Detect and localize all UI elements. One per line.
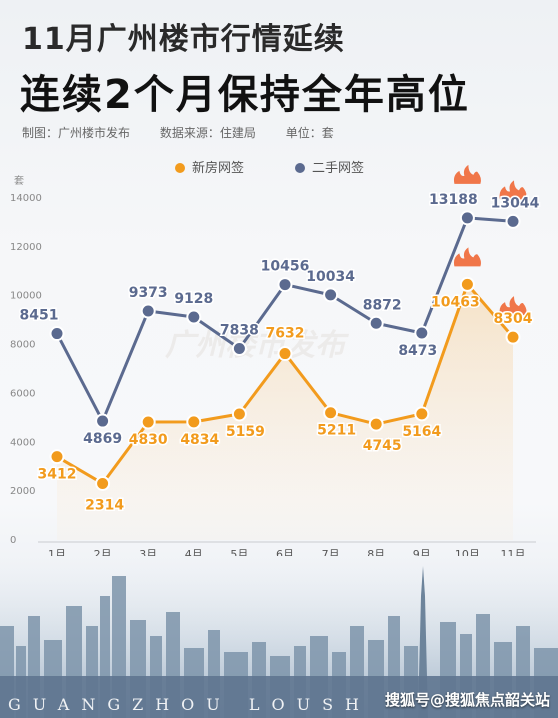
- legend-marker: [175, 163, 185, 173]
- data-label-new-house: 4830: [129, 432, 168, 448]
- source-label: 数据来源：住建局: [159, 126, 256, 140]
- data-label-new-house: 8304: [494, 311, 533, 327]
- y-tick-label: 14000: [10, 193, 42, 204]
- x-tick-label: 6月: [276, 548, 294, 556]
- city-skyline-image: [0, 556, 558, 718]
- data-label-new-house: 7632: [266, 326, 305, 342]
- meta-row: 制图：广州楼市发布 数据来源：住建局 单位：套: [22, 124, 360, 141]
- data-point-second-hand: [186, 309, 202, 325]
- data-label-second-hand: 8872: [363, 297, 402, 313]
- y-axis-unit: 套: [14, 174, 24, 187]
- data-label-new-house: 2314: [85, 497, 124, 513]
- data-label-new-house: 5164: [402, 424, 441, 440]
- x-tick-label: 11月: [501, 548, 526, 556]
- headline-line-2: 连续2个月保持全年高位: [20, 72, 470, 118]
- data-label-new-house: 4834: [180, 432, 219, 448]
- x-tick-label: 3月: [139, 548, 157, 556]
- legend-marker: [295, 163, 305, 173]
- data-point-new-house: [277, 346, 293, 362]
- x-tick-label: 9月: [413, 548, 431, 556]
- y-tick-label: 12000: [10, 242, 42, 253]
- flame-icon: [499, 296, 527, 316]
- data-label-second-hand: 13188: [429, 192, 478, 208]
- flame-icon: [499, 180, 527, 200]
- data-point-new-house: [414, 406, 430, 422]
- legend-label: 二手网签: [312, 160, 364, 176]
- x-tick-label: 5月: [230, 548, 248, 556]
- data-point-second-hand: [140, 303, 156, 319]
- x-tick-label: 2月: [94, 548, 112, 556]
- x-tick-label: 1月: [48, 548, 66, 556]
- data-label-new-house: 5211: [317, 423, 356, 439]
- data-point-new-house: [140, 414, 156, 430]
- data-point-new-house: [186, 414, 202, 430]
- data-label-second-hand: 8451: [20, 308, 59, 324]
- data-label-second-hand: 9373: [129, 285, 168, 301]
- x-tick-label: 4月: [185, 548, 203, 556]
- y-tick-label: 10000: [10, 291, 42, 302]
- sohu-watermark: 搜狐号@搜狐焦点韶关站: [384, 691, 550, 709]
- y-tick-label: 8000: [10, 340, 35, 351]
- y-tick-label: 2000: [10, 486, 35, 497]
- data-point-second-hand: [414, 325, 430, 341]
- headline-line-1: 11月广州楼市行情延续: [22, 22, 345, 57]
- line-chart: 广州楼市发布 套 0 2000 4000 6000 8000 10000 12000 14000…: [10, 160, 541, 556]
- flame-icon: [453, 247, 481, 267]
- data-label-new-house: 10463: [431, 294, 480, 310]
- data-label-new-house: 5159: [226, 424, 265, 440]
- x-tick-label: 7月: [322, 548, 340, 556]
- data-point-new-house: [231, 406, 247, 422]
- data-point-second-hand: [505, 213, 521, 229]
- data-point-second-hand: [231, 341, 247, 357]
- y-tick-label: 0: [10, 535, 16, 546]
- maker-label: 制图：广州楼市发布: [22, 126, 131, 140]
- data-label-second-hand: 9128: [174, 291, 213, 307]
- x-tick-label: 10月: [455, 548, 480, 556]
- data-point-second-hand: [323, 287, 339, 303]
- data-point-second-hand: [277, 277, 293, 293]
- data-point-second-hand: [459, 210, 475, 226]
- data-point-second-hand: [95, 413, 111, 429]
- data-point-new-house: [505, 329, 521, 345]
- data-label-second-hand: 8473: [398, 343, 437, 359]
- data-label-second-hand: 13044: [491, 195, 540, 211]
- city-name-letters: GUANGZHOU LOUSH: [8, 695, 372, 714]
- flame-icon: [453, 164, 481, 184]
- legend-label: 新房网签: [192, 160, 244, 176]
- data-label-second-hand: 10034: [306, 269, 355, 285]
- data-point-second-hand: [368, 315, 384, 331]
- data-point-new-house: [323, 405, 339, 421]
- data-point-new-house: [368, 416, 384, 432]
- data-point-new-house: [95, 475, 111, 491]
- unit-label: 单位：套: [285, 126, 334, 140]
- y-tick-label: 4000: [10, 437, 35, 448]
- data-point-second-hand: [49, 326, 65, 342]
- data-label-second-hand: 4869: [83, 431, 122, 447]
- chart-watermark: 广州楼市发布: [165, 328, 350, 363]
- data-label-new-house: 4745: [363, 438, 402, 454]
- data-label-second-hand: 7838: [220, 323, 259, 339]
- new-house-area: [57, 284, 513, 540]
- data-point-new-house: [459, 276, 475, 292]
- data-point-new-house: [49, 449, 65, 465]
- data-label-second-hand: 10456: [261, 259, 310, 275]
- data-label-new-house: 3412: [38, 467, 77, 483]
- y-tick-label: 6000: [10, 388, 35, 399]
- x-tick-label: 8月: [367, 548, 385, 556]
